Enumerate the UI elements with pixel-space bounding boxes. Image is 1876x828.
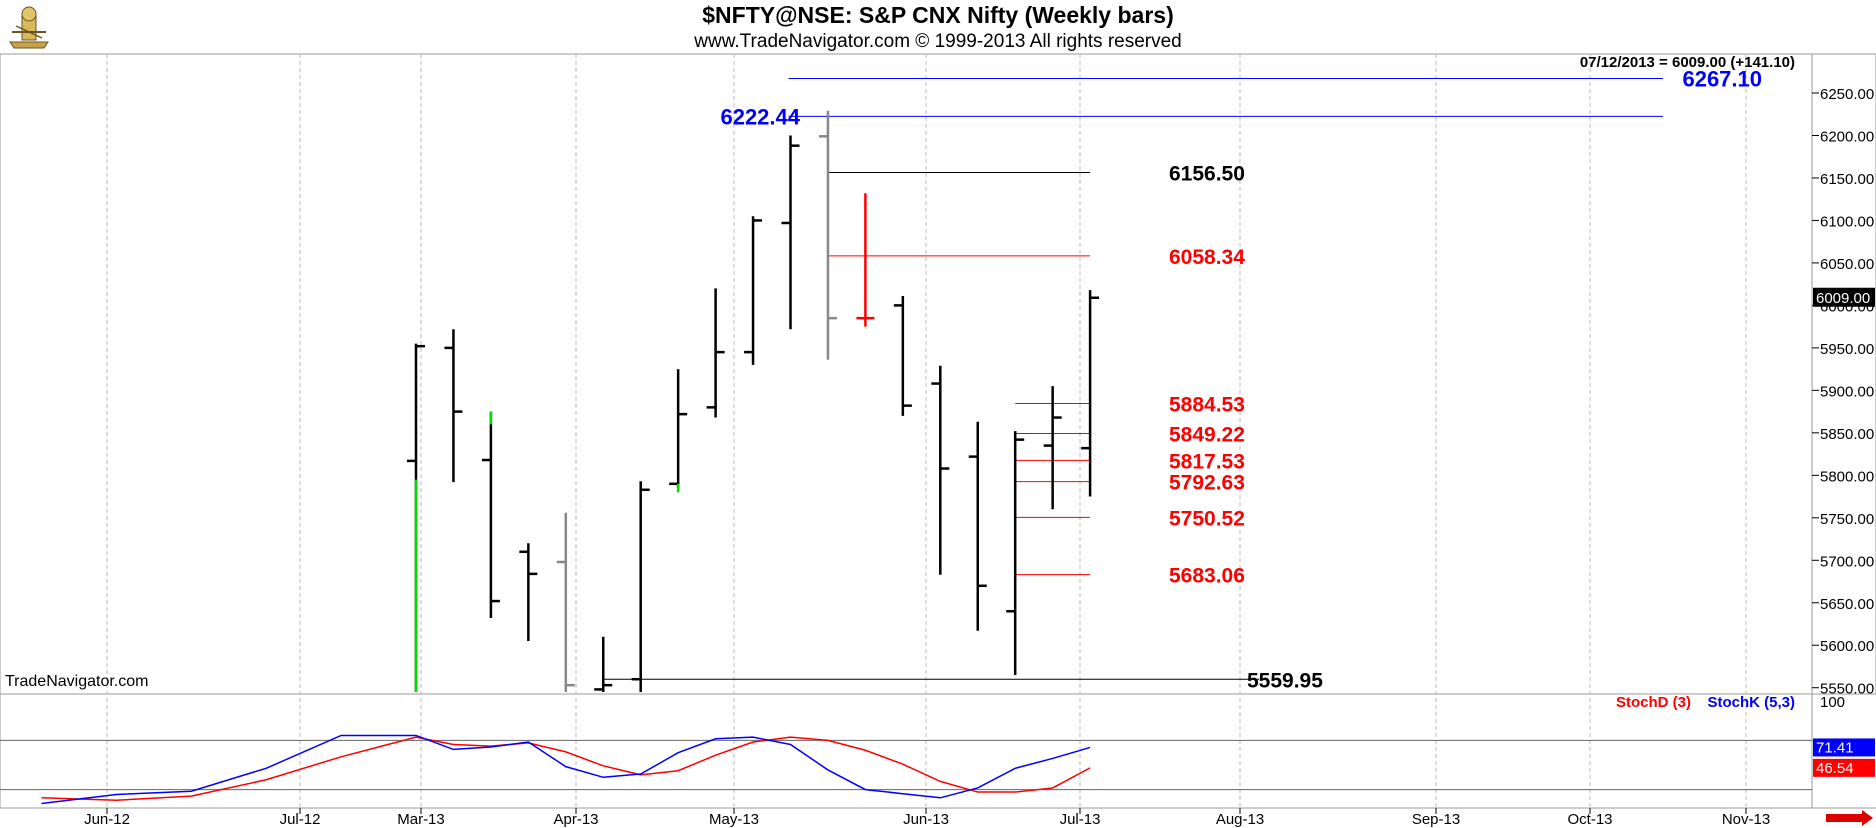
x-tick-label: Oct-13 bbox=[1567, 811, 1612, 828]
stoch-last-marker bbox=[1813, 738, 1875, 757]
ohlc-bar bbox=[556, 512, 575, 692]
last-value-marker bbox=[1813, 287, 1875, 307]
level-label: 5884.53 bbox=[1169, 394, 1245, 417]
x-tick-label: Sep-13 bbox=[1412, 811, 1460, 828]
y-tick-label: 5900.00 bbox=[1820, 383, 1874, 400]
ohlc-bar bbox=[781, 135, 800, 330]
ohlc-bar bbox=[706, 288, 725, 418]
y-tick-label: 5600.00 bbox=[1820, 638, 1874, 655]
ohlc-bar bbox=[669, 369, 688, 489]
x-tick-label: Nov-13 bbox=[1722, 811, 1770, 828]
axis-panel bbox=[1811, 53, 1876, 695]
y-tick-label: 5700.00 bbox=[1820, 553, 1874, 570]
y-tick-label: 6050.00 bbox=[1820, 256, 1874, 273]
y-tick-label: 5550.00 bbox=[1820, 681, 1874, 698]
copyright-notice: www.TradeNavigator.com © 1999-2013 All r… bbox=[694, 31, 1182, 52]
x-tick-label: Jul-13 bbox=[1060, 811, 1101, 828]
stoch-legend-d: StochD (3) bbox=[1616, 694, 1691, 711]
y-tick-label: 5950.00 bbox=[1820, 341, 1874, 358]
level-label: 6058.34 bbox=[1169, 246, 1245, 269]
ohlc-bar bbox=[594, 636, 613, 692]
ohlc-bar bbox=[631, 481, 650, 692]
x-tick-label: Jun-13 bbox=[903, 811, 949, 828]
y-axis: 6250.006200.006150.006100.006050.006000.… bbox=[1812, 86, 1874, 698]
y-tick-label: 6150.00 bbox=[1820, 171, 1874, 188]
level-label: 5683.06 bbox=[1169, 565, 1245, 588]
stochastic-panel: 100 46.54 71.41 StochD (3) StochK (5,3) bbox=[0, 694, 1875, 805]
y-tick-label: 5800.00 bbox=[1820, 468, 1874, 485]
chart-background bbox=[0, 53, 1876, 809]
level-label: 6267.10 bbox=[1682, 66, 1762, 91]
ohlc-bar bbox=[1043, 386, 1062, 510]
y-tick-label: 6200.00 bbox=[1820, 128, 1874, 145]
ohlc-bar bbox=[1006, 431, 1025, 675]
x-tick-label: Mar-13 bbox=[397, 811, 445, 828]
ohlc-bar bbox=[818, 110, 837, 360]
stoch-legend-k: StochK (5,3) bbox=[1707, 694, 1795, 711]
level-label: 5849.22 bbox=[1169, 424, 1245, 447]
ohlc-bar bbox=[1081, 290, 1100, 497]
ohlc-bar bbox=[931, 365, 950, 575]
stoch-last-marker bbox=[1813, 758, 1875, 777]
x-tick-label: Jul-12 bbox=[280, 811, 321, 828]
level-label: 6222.44 bbox=[720, 104, 800, 129]
trade-navigator-logo-icon bbox=[9, 6, 49, 49]
last-value-readout: 07/12/2013 = 6009.00 (+141.10) bbox=[1580, 54, 1795, 71]
stoch-last-label: 71.41 bbox=[1816, 739, 1854, 756]
level-label: 5792.63 bbox=[1169, 472, 1245, 495]
y-tick-label: 5750.00 bbox=[1820, 511, 1874, 528]
level-label: 5817.53 bbox=[1169, 450, 1245, 473]
watermark: TradeNavigator.com bbox=[5, 673, 149, 690]
main-panel-border bbox=[0, 53, 1813, 695]
chart-overlay: 07/12/2013 = 6009.00 (+141.10) 6009.00 bbox=[1580, 54, 1875, 826]
level-label: 6156.50 bbox=[1169, 162, 1245, 185]
x-tick-label: Aug-13 bbox=[1216, 811, 1264, 828]
x-tick-label: May-13 bbox=[709, 811, 759, 828]
y-tick-label: 6100.00 bbox=[1820, 213, 1874, 230]
x-axis: Jun-12 Jul-12 Mar-13 Apr-13 May-13 Jun-13 Jul-… bbox=[84, 808, 1770, 828]
chart-title: $NFTY@NSE: S&P CNX Nifty (Weekly bars) bbox=[702, 2, 1174, 28]
y-tick-label: 6250.00 bbox=[1820, 86, 1874, 103]
ohlc-bar bbox=[744, 216, 763, 365]
ohlc-bar bbox=[893, 296, 912, 416]
y-tick-label: 5650.00 bbox=[1820, 596, 1874, 613]
last-value-label: 6009.00 bbox=[1816, 290, 1870, 307]
scroll-right-arrow-icon[interactable] bbox=[1826, 810, 1873, 826]
support-resistance-levels: 6267.10 6222.44 6156.50 6058.34 5884.53 5849.… bbox=[603, 66, 1762, 692]
stoch-last-label: 46.54 bbox=[1816, 760, 1854, 777]
stoch-panel-border bbox=[0, 693, 1813, 809]
ohlc-bar bbox=[519, 543, 538, 641]
stoch-series-line bbox=[41, 736, 1091, 802]
x-tick-label: Apr-13 bbox=[553, 811, 598, 828]
ohlc-bar bbox=[481, 411, 500, 619]
ohlc-bar bbox=[968, 421, 987, 631]
x-tick-label: Jun-12 bbox=[84, 811, 130, 828]
y-tick-label: 5850.00 bbox=[1820, 426, 1874, 443]
stoch-series-line bbox=[41, 734, 1091, 805]
ohlc-bar bbox=[444, 329, 463, 483]
level-label: 5559.95 bbox=[1247, 669, 1323, 692]
ohlc-bar bbox=[856, 193, 875, 327]
level-label: 5750.52 bbox=[1169, 507, 1245, 530]
stoch-tick-label: 100 bbox=[1820, 694, 1845, 711]
price-bars bbox=[407, 110, 1100, 692]
